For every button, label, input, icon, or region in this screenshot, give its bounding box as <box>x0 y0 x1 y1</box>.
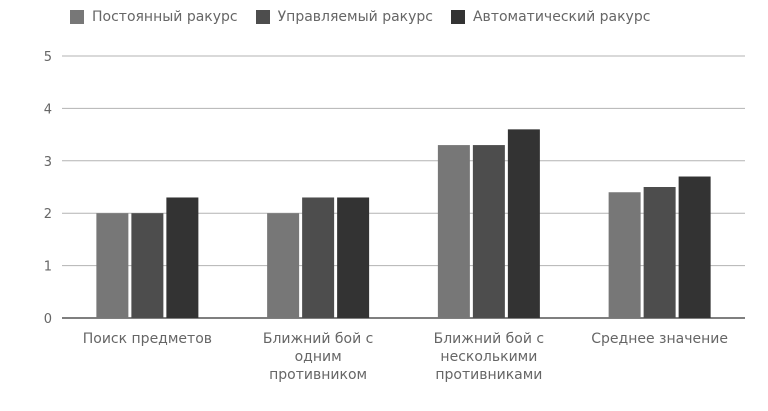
x-category-label-1: Ближний бой с одним противником <box>263 331 374 383</box>
x-category-label-2-line-1: несколькими <box>440 349 537 365</box>
bar-series-1-cat-0 <box>131 213 164 318</box>
bar-series-2-cat-2 <box>507 129 540 318</box>
legend-item-series-0: Постоянный ракурс <box>70 9 238 25</box>
x-category-label-1-line-2: противником <box>269 367 367 383</box>
bar-series-1-cat-2 <box>472 145 505 318</box>
legend-swatch-series-0 <box>70 10 84 24</box>
bar-series-0-cat-3 <box>608 192 641 318</box>
x-category-label-2-line-0: Ближний бой с <box>434 331 545 347</box>
x-category-label-1-line-1: одним <box>295 349 342 365</box>
y-tick-label-4: 4 <box>44 102 52 117</box>
x-category-label-3-line-0: Среднее значение <box>591 331 728 347</box>
x-category-label-2-line-2: противниками <box>435 367 542 383</box>
legend-label-series-0: Постоянный ракурс <box>92 9 238 25</box>
legend-label-series-2: Автоматический ракурс <box>472 9 651 25</box>
bar-series-2-cat-3 <box>678 176 711 318</box>
legend-item-series-2: Автоматический ракурс <box>450 9 651 25</box>
y-tick-label-0: 0 <box>44 312 52 327</box>
bar-series-2-cat-1 <box>337 197 370 318</box>
bar-series-0-cat-2 <box>437 145 470 318</box>
x-category-label-3: Среднее значение <box>591 331 728 347</box>
x-category-label-1-line-0: Ближний бой с <box>263 331 374 347</box>
y-tick-label-2: 2 <box>44 207 52 222</box>
y-tick-label-1: 1 <box>44 260 52 275</box>
legend-label-series-1: Управляемый ракурс <box>277 9 433 25</box>
legend: Постоянный ракурс Управляемый ракурс Авт… <box>70 9 650 25</box>
y-tick-label-3: 3 <box>44 155 52 170</box>
x-category-label-0-line-0: Поиск предметов <box>83 331 212 347</box>
bar-series-0-cat-0 <box>96 213 129 318</box>
x-category-label-0: Поиск предметов <box>83 331 212 347</box>
y-tick-label-5: 5 <box>44 50 52 65</box>
legend-swatch-series-2 <box>450 10 465 24</box>
bar-series-2-cat-0 <box>166 197 199 318</box>
x-category-label-2: Ближний бой с несколькими противниками <box>434 331 545 383</box>
legend-item-series-1: Управляемый ракурс <box>255 9 433 25</box>
bar-series-1-cat-1 <box>302 197 335 318</box>
bar-series-0-cat-1 <box>267 213 300 318</box>
bar-series-1-cat-3 <box>643 187 676 318</box>
legend-swatch-series-1 <box>255 10 270 24</box>
